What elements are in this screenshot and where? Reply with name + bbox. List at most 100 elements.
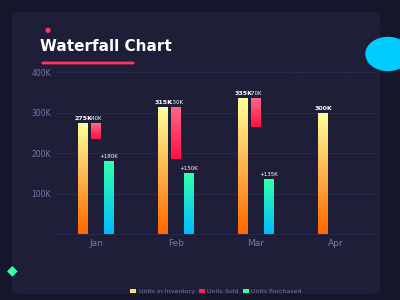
Bar xyxy=(318,167,328,169)
Bar xyxy=(104,174,114,175)
Bar xyxy=(158,148,168,150)
Bar xyxy=(238,176,248,178)
Bar xyxy=(318,191,328,193)
Bar xyxy=(104,182,114,183)
Bar xyxy=(238,129,248,130)
Bar xyxy=(318,160,328,161)
Bar xyxy=(238,105,248,107)
Bar xyxy=(78,149,88,151)
Bar xyxy=(184,216,194,217)
Bar xyxy=(238,232,248,234)
Bar xyxy=(184,191,194,192)
Bar xyxy=(318,157,328,158)
Bar xyxy=(264,213,274,214)
Bar xyxy=(171,141,181,142)
Bar xyxy=(318,201,328,202)
Text: ·: · xyxy=(310,46,313,55)
Bar xyxy=(238,198,248,200)
Bar xyxy=(78,214,88,216)
Bar xyxy=(184,174,194,175)
Bar xyxy=(158,142,168,143)
Bar xyxy=(238,217,248,219)
Bar xyxy=(238,153,248,154)
Bar xyxy=(171,128,181,129)
Bar xyxy=(318,184,328,185)
Bar xyxy=(104,186,114,187)
Bar xyxy=(184,190,194,191)
Bar xyxy=(184,179,194,180)
Bar xyxy=(264,198,274,199)
Text: ·: · xyxy=(298,72,300,81)
Text: ·: · xyxy=(380,27,382,36)
Bar xyxy=(264,181,274,182)
Bar xyxy=(78,191,88,192)
Bar xyxy=(78,131,88,133)
Bar xyxy=(264,229,274,230)
Bar xyxy=(78,127,88,128)
Bar xyxy=(238,227,248,229)
Bar xyxy=(184,173,194,174)
Bar xyxy=(238,208,248,210)
Bar xyxy=(318,230,328,231)
Bar xyxy=(251,111,261,112)
Bar xyxy=(318,202,328,204)
Bar xyxy=(238,119,248,121)
Bar xyxy=(238,210,248,212)
Bar xyxy=(104,176,114,177)
Bar xyxy=(318,187,328,188)
Bar xyxy=(184,232,194,233)
Text: ·: · xyxy=(295,74,298,83)
Bar xyxy=(78,144,88,145)
Bar xyxy=(238,180,248,182)
Bar xyxy=(171,149,181,150)
Bar xyxy=(171,157,181,158)
Bar xyxy=(78,142,88,144)
Bar xyxy=(78,217,88,219)
Bar xyxy=(158,153,168,154)
Bar xyxy=(318,226,328,228)
Bar xyxy=(318,182,328,184)
Bar xyxy=(158,186,168,188)
Bar xyxy=(158,116,168,118)
Bar xyxy=(104,226,114,227)
Bar xyxy=(251,107,261,108)
Bar xyxy=(104,233,114,234)
Bar xyxy=(251,99,261,100)
Bar xyxy=(318,125,328,126)
Bar xyxy=(104,208,114,209)
Bar xyxy=(251,123,261,124)
Bar xyxy=(238,103,248,105)
Text: ·: · xyxy=(355,40,358,50)
Bar xyxy=(78,210,88,212)
Bar xyxy=(171,136,181,137)
Bar xyxy=(158,106,168,108)
Bar xyxy=(78,164,88,166)
Bar xyxy=(158,129,168,130)
Text: ·: · xyxy=(350,52,352,62)
Bar xyxy=(238,98,248,100)
Bar xyxy=(104,198,114,199)
Bar xyxy=(184,209,194,210)
Text: ·: · xyxy=(288,71,290,80)
Bar xyxy=(238,214,248,215)
Bar xyxy=(251,109,261,110)
Bar xyxy=(264,227,274,228)
Bar xyxy=(171,115,181,116)
Bar xyxy=(158,132,168,134)
Bar xyxy=(264,194,274,195)
Bar xyxy=(318,198,328,199)
Bar xyxy=(78,148,88,149)
Bar xyxy=(184,203,194,204)
Bar xyxy=(78,216,88,217)
Bar xyxy=(158,217,168,218)
Bar xyxy=(158,150,168,151)
Bar xyxy=(264,232,274,233)
Bar xyxy=(78,130,88,131)
Bar xyxy=(318,123,328,125)
Bar xyxy=(184,186,194,187)
Bar xyxy=(104,207,114,208)
Bar xyxy=(238,107,248,109)
Bar xyxy=(104,216,114,217)
Bar xyxy=(251,112,261,113)
Bar xyxy=(184,207,194,208)
